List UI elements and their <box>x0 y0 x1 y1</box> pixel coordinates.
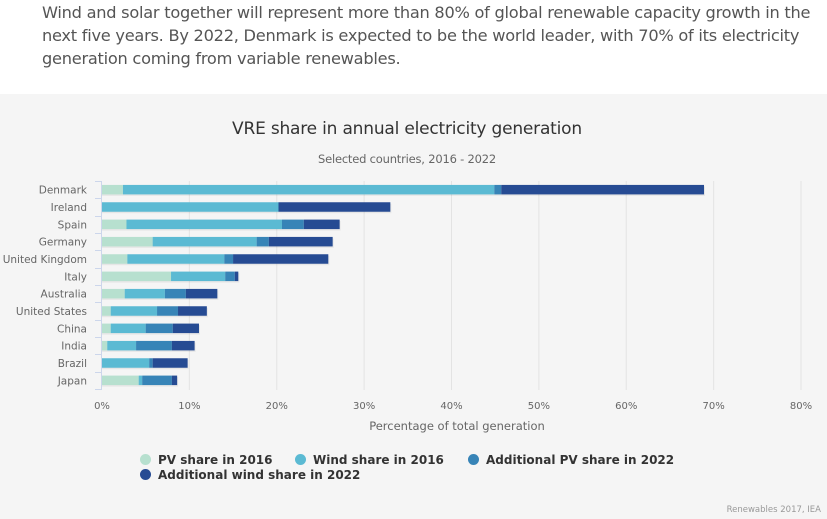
bar-segment[interactable] <box>278 202 391 212</box>
legend-marker <box>468 454 479 465</box>
bar-segment[interactable] <box>171 271 226 282</box>
x-axis-title: Percentage of total generation <box>369 419 545 433</box>
bar-segment[interactable] <box>102 236 153 247</box>
bar-segment[interactable] <box>268 236 333 247</box>
x-tick-label: 0% <box>94 401 110 412</box>
bar-segment[interactable] <box>102 306 111 316</box>
bar-segment[interactable] <box>234 271 239 282</box>
bar-segment[interactable] <box>110 306 158 316</box>
x-tick-label: 50% <box>528 401 550 412</box>
bar-segment[interactable] <box>110 323 146 334</box>
category-label: United Kingdom <box>3 254 87 266</box>
chart-subtitle: Selected countries, 2016 - 2022 <box>317 152 497 166</box>
bar-segment[interactable] <box>145 323 173 334</box>
x-tick-label: 10% <box>178 401 200 412</box>
legend-item-wind-2016[interactable]: Wind share in 2016 <box>295 453 444 467</box>
bar-segment[interactable] <box>102 358 150 368</box>
bar-segment[interactable] <box>102 219 127 230</box>
bar-segment[interactable] <box>102 340 108 351</box>
bar-segment[interactable] <box>233 254 329 264</box>
legend-item-pv-2016[interactable]: PV share in 2016 <box>140 453 273 467</box>
x-tick-label: 80% <box>790 401 812 412</box>
category-label: Australia <box>41 289 87 301</box>
bar-segment[interactable] <box>164 288 186 299</box>
bar-segment[interactable] <box>152 236 257 247</box>
x-tick-label: 20% <box>266 401 288 412</box>
category-label: Denmark <box>39 185 88 197</box>
category-label: Spain <box>58 219 87 231</box>
chart-title: VRE share in annual electricity generati… <box>232 119 582 139</box>
intro-paragraph: Wind and solar together will represent m… <box>42 3 811 68</box>
bar-segment[interactable] <box>172 323 199 334</box>
x-tick-label: 30% <box>353 401 375 412</box>
legend-marker <box>140 469 151 480</box>
bar-segment[interactable] <box>102 254 128 264</box>
bar-segment[interactable] <box>171 340 195 351</box>
bar-segment[interactable] <box>138 375 143 386</box>
bar-segment[interactable] <box>501 184 705 195</box>
bar-segment[interactable] <box>152 358 188 368</box>
bar-segment[interactable] <box>102 271 172 282</box>
legend-label: PV share in 2016 <box>158 453 273 467</box>
legend-marker <box>140 454 151 465</box>
y-axis <box>95 181 102 390</box>
category-label: Brazil <box>58 358 87 370</box>
bar-segment[interactable] <box>185 288 218 299</box>
bar-segment[interactable] <box>224 254 234 264</box>
bar-segment[interactable] <box>225 271 235 282</box>
category-label: Japan <box>57 375 87 387</box>
bar-segment[interactable] <box>122 184 495 195</box>
legend-label: Additional PV share in 2022 <box>486 453 675 467</box>
bars <box>102 184 706 387</box>
bar-segment[interactable] <box>303 219 340 230</box>
bar-segment[interactable] <box>171 375 178 386</box>
category-label: Italy <box>64 271 87 283</box>
bar-segment[interactable] <box>102 184 123 195</box>
bar-segment[interactable] <box>124 288 165 299</box>
bar-segment[interactable] <box>126 219 282 230</box>
bar-segment[interactable] <box>149 358 153 368</box>
source-credit[interactable]: Renewables 2017, IEA <box>726 505 821 515</box>
bar-segment[interactable] <box>102 323 111 334</box>
category-label: India <box>61 341 87 353</box>
bar-segment[interactable] <box>102 375 139 386</box>
category-label: Ireland <box>51 202 87 214</box>
legend-item-additional-pv-2022[interactable]: Additional PV share in 2022 <box>468 453 674 467</box>
bar-segment[interactable] <box>494 184 502 195</box>
category-label: China <box>57 323 87 335</box>
bar-segment[interactable] <box>178 306 207 316</box>
legend-label: Additional wind share in 2022 <box>158 468 361 482</box>
bar-segment[interactable] <box>107 340 137 351</box>
category-labels: Denmark Ireland Spain Germany United Kingdom… <box>3 185 88 388</box>
x-tick-label: 40% <box>440 401 462 412</box>
bar-segment[interactable] <box>102 202 279 212</box>
bar-segment[interactable] <box>142 375 172 386</box>
legend-marker <box>295 454 306 465</box>
category-label: Germany <box>39 237 87 249</box>
legend-label: Wind share in 2016 <box>313 453 444 467</box>
category-label: United States <box>16 306 87 318</box>
x-tick-labels: 0% 10% 20% 30% 40% 50% 60% 70% 80% <box>94 401 812 412</box>
legend-item-additional-wind-2022[interactable]: Additional wind share in 2022 <box>140 468 360 482</box>
bar-segment[interactable] <box>281 219 304 230</box>
gridlines <box>188 181 802 390</box>
bar-segment[interactable] <box>102 288 125 299</box>
bar-segment[interactable] <box>127 254 225 264</box>
bar-segment[interactable] <box>157 306 179 316</box>
x-tick-label: 70% <box>703 401 725 412</box>
bar-segment[interactable] <box>256 236 269 247</box>
x-tick-label: 60% <box>615 401 637 412</box>
bar-segment[interactable] <box>136 340 172 351</box>
